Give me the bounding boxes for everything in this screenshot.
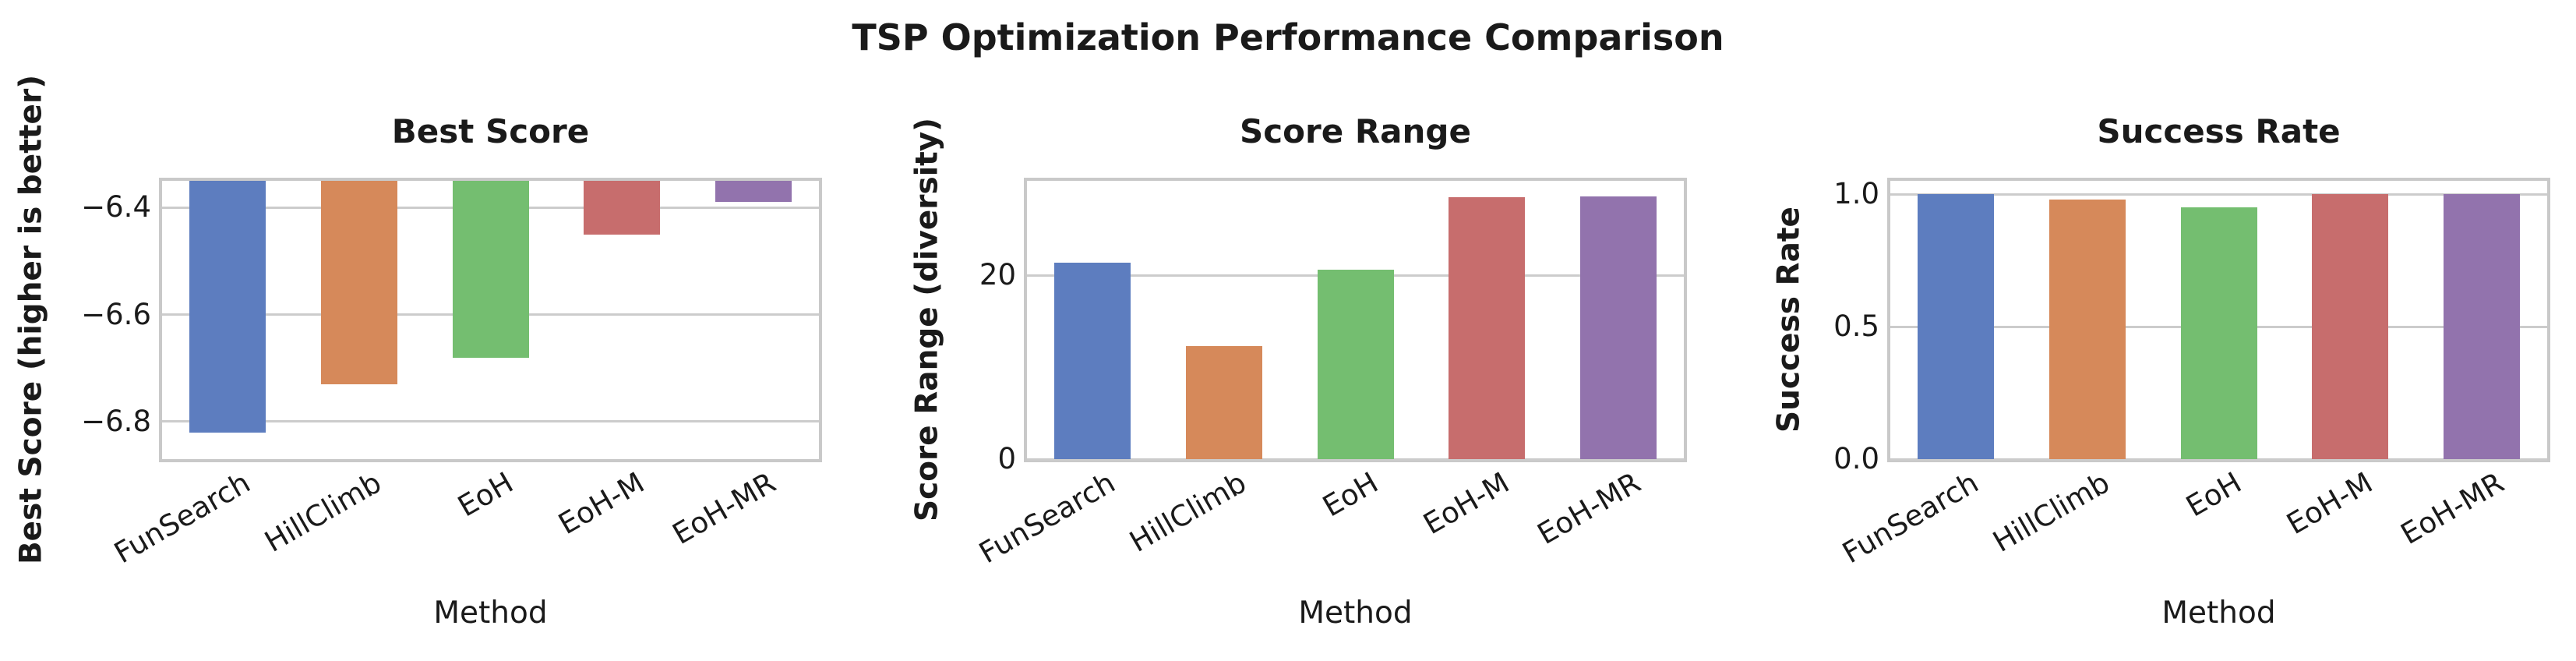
xtick-label-hillclimb: HillClimb [1124, 465, 1252, 559]
bar-funsearch [1054, 262, 1131, 459]
ytick-label--6.6: −6.6 [81, 297, 151, 331]
ytick-label-0: 0.0 [1833, 442, 1879, 475]
chart-title-score-range: Score Range [1240, 112, 1471, 150]
chart-title-success-rate: Success Rate [2097, 112, 2341, 150]
ytick-label-1: 1.0 [1833, 177, 1879, 210]
bar-funsearch [189, 181, 266, 433]
bar-eoh-m [1449, 197, 1525, 459]
xtick-label-eoh-m: EoH-M [1417, 465, 1516, 542]
chart-title-best-score: Best Score [391, 112, 590, 150]
xtick-label-funsearch: FunSearch [108, 465, 256, 571]
xtick-label-eoh-m: EoH-M [2281, 465, 2379, 542]
gridline-y-1 [1890, 193, 2547, 196]
bar-eoh-mr [2444, 194, 2520, 459]
bar-funsearch [1918, 194, 1994, 459]
xtick-label-hillclimb: HillClimb [1987, 465, 2115, 559]
xtick-label-eoh-mr: EoH-MR [666, 465, 782, 552]
xtick-label-eoh: EoH [2180, 465, 2247, 524]
figure-title: TSP Optimization Performance Comparison [852, 16, 1724, 58]
xtick-label-eoh-m: EoH-M [552, 465, 651, 542]
xtick-label-eoh-mr: EoH-MR [2394, 465, 2510, 552]
xtick-label-eoh: EoH [1317, 465, 1384, 524]
bar-hillclimb [1186, 346, 1262, 459]
bar-hillclimb [321, 181, 397, 384]
x-axis-label-score-range: Method [1298, 596, 1413, 631]
plot-area-best-score [159, 178, 822, 462]
ytick-label-0: 0 [997, 442, 1016, 475]
bar-hillclimb [2049, 199, 2126, 459]
gridline-y-0 [1890, 458, 2547, 461]
gridline-y--6.8 [162, 420, 819, 423]
bar-eoh [1318, 270, 1394, 459]
ytick-label--6.4: −6.4 [81, 190, 151, 224]
bar-eoh-m [2312, 194, 2388, 459]
bar-eoh-m [584, 181, 660, 235]
xtick-label-eoh-mr: EoH-MR [1531, 465, 1646, 552]
bar-eoh [2181, 207, 2257, 459]
xtick-label-funsearch: FunSearch [973, 465, 1121, 571]
xtick-label-funsearch: FunSearch [1837, 465, 1985, 571]
xtick-label-eoh: EoH [452, 465, 519, 524]
plot-area-score-range [1024, 178, 1687, 462]
ytick-label-20: 20 [979, 258, 1016, 292]
bar-eoh [453, 181, 529, 358]
ytick-label-0.5: 0.5 [1833, 309, 1879, 343]
gridline-y-0 [1027, 458, 1684, 461]
x-axis-label-success-rate: Method [2161, 596, 2276, 631]
ytick-label--6.8: −6.8 [81, 404, 151, 438]
x-axis-label-best-score: Method [433, 596, 548, 631]
plot-area-success-rate [1887, 178, 2550, 462]
bar-eoh-mr [1580, 196, 1657, 459]
xtick-label-hillclimb: HillClimb [259, 465, 387, 559]
bar-eoh-mr [715, 181, 792, 203]
